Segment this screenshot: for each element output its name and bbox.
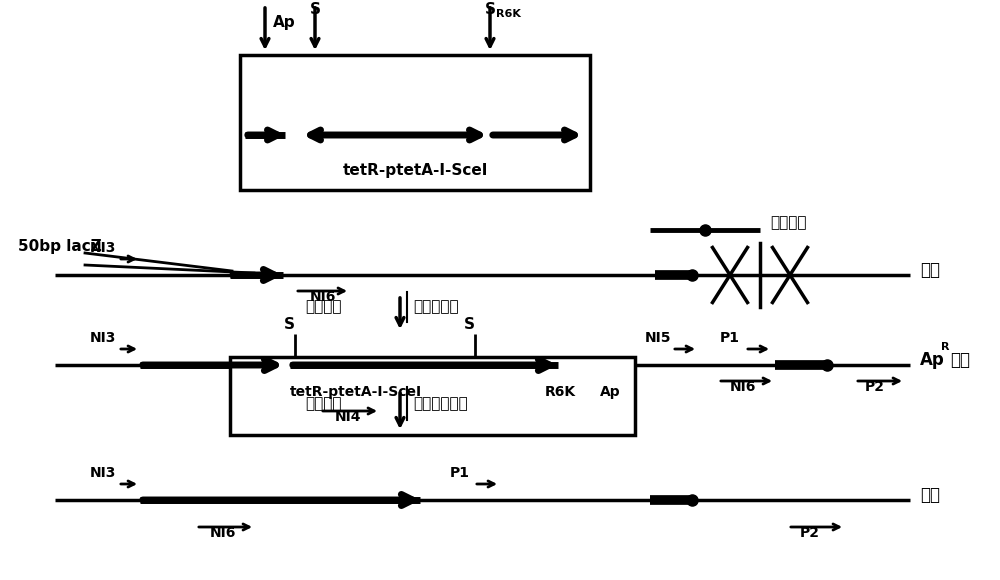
Text: S: S xyxy=(310,2,320,17)
Text: Ap: Ap xyxy=(600,385,621,399)
Text: P1: P1 xyxy=(450,466,470,480)
Text: tetR-ptetA-I-SceI: tetR-ptetA-I-SceI xyxy=(290,385,422,399)
Text: NI6: NI6 xyxy=(310,290,336,304)
Text: NI3: NI3 xyxy=(90,241,116,255)
Bar xyxy=(230,357,635,435)
Text: 氯四环素: 氯四环素 xyxy=(305,397,342,411)
Text: NI6: NI6 xyxy=(210,526,236,540)
Text: R: R xyxy=(941,342,950,352)
Text: NI5: NI5 xyxy=(645,331,672,345)
Text: 菌株: 菌株 xyxy=(950,351,970,369)
Text: R6K: R6K xyxy=(496,9,521,19)
Text: R6K: R6K xyxy=(545,385,576,399)
Text: NI4: NI4 xyxy=(335,410,362,424)
Text: 双链断裂修复: 双链断裂修复 xyxy=(413,397,468,411)
Text: 同源重组: 同源重组 xyxy=(305,299,342,314)
Text: Ap: Ap xyxy=(273,15,296,30)
Text: Ap: Ap xyxy=(920,351,945,369)
Text: 氨苄青霉素: 氨苄青霉素 xyxy=(413,299,459,314)
Text: 50bp lacZ: 50bp lacZ xyxy=(18,240,102,255)
Bar xyxy=(240,55,590,190)
Text: S: S xyxy=(284,317,294,332)
Text: NI3: NI3 xyxy=(90,331,116,345)
Text: tetR-ptetA-I-SceI: tetR-ptetA-I-SceI xyxy=(342,163,488,178)
Text: P2: P2 xyxy=(800,526,820,540)
Text: P2: P2 xyxy=(865,380,885,394)
Text: S: S xyxy=(484,2,496,17)
Text: NI3: NI3 xyxy=(90,466,116,480)
Text: 变株: 变株 xyxy=(920,486,940,504)
Text: S: S xyxy=(464,317,475,332)
Text: 原株: 原株 xyxy=(920,261,940,279)
Text: NI6: NI6 xyxy=(730,380,756,394)
Text: P1: P1 xyxy=(720,331,740,345)
Text: 寄核苷酸: 寄核苷酸 xyxy=(770,216,806,230)
